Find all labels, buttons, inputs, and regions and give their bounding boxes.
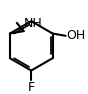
Text: NH: NH xyxy=(24,17,43,30)
Text: F: F xyxy=(28,81,35,94)
Text: OH: OH xyxy=(66,29,85,42)
